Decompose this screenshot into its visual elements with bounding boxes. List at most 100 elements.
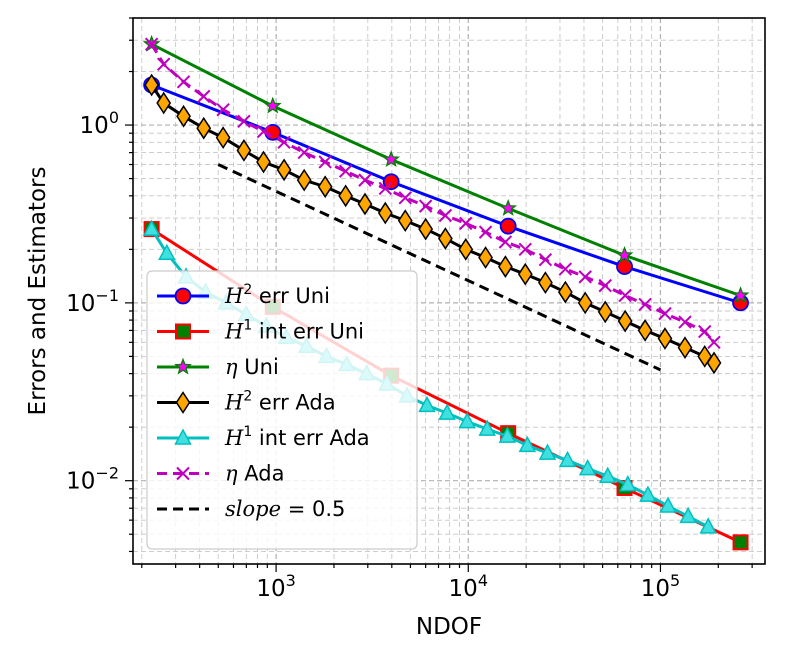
y-tick-label: 10−1 xyxy=(66,286,119,317)
data-point xyxy=(438,208,453,223)
data-point xyxy=(478,419,496,436)
data-point xyxy=(144,37,159,51)
legend-marker xyxy=(175,323,191,340)
data-point xyxy=(256,150,271,174)
legend-entry: slope = 0.5 xyxy=(157,497,345,521)
data-point xyxy=(144,73,160,97)
data-point xyxy=(158,243,176,261)
data-point xyxy=(418,217,434,241)
data-point xyxy=(382,150,401,168)
series-6 xyxy=(217,163,662,372)
data-point xyxy=(658,306,672,321)
data-point xyxy=(518,242,532,257)
x-tick-label: 104 xyxy=(449,571,488,602)
data-point xyxy=(156,57,171,71)
data-point xyxy=(277,135,291,149)
data-point xyxy=(438,403,456,420)
ticks: 103 104 105 10−2 10−1 100 xyxy=(66,17,753,602)
legend-marker xyxy=(174,287,192,305)
data-point xyxy=(458,411,476,429)
data-point xyxy=(538,252,553,267)
data-point xyxy=(558,262,573,276)
data-point xyxy=(679,506,697,524)
data-point xyxy=(296,168,312,192)
data-point xyxy=(478,225,493,239)
data-point xyxy=(499,199,518,216)
series-5 xyxy=(144,37,721,350)
data-point xyxy=(196,116,212,140)
data-point xyxy=(216,102,230,117)
data-point xyxy=(318,155,332,169)
legend-label: H2 err Ada xyxy=(224,389,336,415)
data-point xyxy=(698,324,712,339)
data-point xyxy=(557,280,573,304)
data-point xyxy=(517,262,533,286)
legend-marker xyxy=(175,391,191,414)
series-3 xyxy=(144,73,722,375)
data-point xyxy=(678,315,692,329)
data-point xyxy=(437,227,453,250)
legend-marker xyxy=(176,466,190,481)
data-point xyxy=(677,336,693,360)
data-point xyxy=(639,485,657,502)
data-point xyxy=(706,351,722,375)
x-tick-label: 105 xyxy=(641,571,680,602)
legend-label: η Ada xyxy=(225,462,284,486)
data-point xyxy=(236,139,252,162)
legend-entry: H1 int err Uni xyxy=(157,318,364,344)
data-point xyxy=(707,335,721,350)
series-line xyxy=(150,43,716,344)
legend-entry: η Ada xyxy=(157,462,284,486)
data-point xyxy=(418,199,433,213)
legend-marker xyxy=(174,357,192,375)
data-point xyxy=(215,126,231,149)
y-tick-label: 100 xyxy=(80,108,119,139)
x-axis-label: NDOF xyxy=(416,614,482,640)
legend-entry: H2 err Ada xyxy=(157,389,336,415)
data-point xyxy=(256,124,271,139)
data-point xyxy=(732,534,749,551)
data-point xyxy=(297,145,311,160)
data-point xyxy=(616,258,633,275)
data-point xyxy=(637,319,653,342)
legend-entry: H2 err Uni xyxy=(157,282,330,308)
data-point xyxy=(358,173,372,187)
series-line xyxy=(150,42,742,297)
data-point xyxy=(263,96,282,114)
data-point xyxy=(538,443,557,460)
data-point xyxy=(176,104,191,128)
data-point xyxy=(498,426,517,443)
x-tick-label: 103 xyxy=(256,571,295,602)
data-point xyxy=(338,164,353,178)
data-point xyxy=(731,286,750,304)
data-point xyxy=(458,237,474,261)
data-point xyxy=(615,246,634,263)
data-point xyxy=(578,458,597,476)
data-point xyxy=(478,246,493,269)
data-point xyxy=(558,450,577,468)
legend-label: η Uni xyxy=(225,355,279,379)
series-line xyxy=(217,163,662,372)
data-point xyxy=(518,435,537,453)
data-point xyxy=(578,270,592,284)
data-point xyxy=(398,191,412,205)
data-point xyxy=(156,91,172,115)
legend-entry: η Uni xyxy=(157,355,279,379)
data-point xyxy=(619,475,637,492)
data-point xyxy=(176,75,191,89)
y-axis-label: Errors and Estimators xyxy=(25,167,51,416)
data-point xyxy=(197,89,211,104)
legend-label: H2 err Uni xyxy=(224,282,330,308)
plot-frame xyxy=(132,17,766,565)
legend-entry: H1 int err Ada xyxy=(157,424,370,450)
data-point xyxy=(418,395,436,413)
data-point xyxy=(338,184,354,208)
legend-frame xyxy=(146,270,418,550)
data-point xyxy=(577,291,593,315)
legend-label: slope = 0.5 xyxy=(225,497,345,521)
y-tick-label: 10−2 xyxy=(66,464,119,495)
data-point xyxy=(597,300,613,324)
data-point xyxy=(638,297,652,312)
data-point xyxy=(538,271,553,294)
